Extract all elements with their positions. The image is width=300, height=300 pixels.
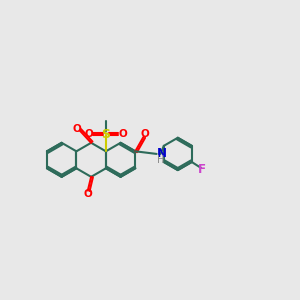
Text: O: O [72, 124, 81, 134]
Text: F: F [198, 163, 206, 176]
Text: N: N [157, 147, 167, 160]
Text: S: S [101, 128, 110, 142]
Text: O: O [85, 129, 94, 139]
Text: O: O [141, 129, 149, 139]
Text: H: H [157, 155, 165, 165]
Text: O: O [83, 190, 92, 200]
Text: O: O [118, 129, 127, 139]
